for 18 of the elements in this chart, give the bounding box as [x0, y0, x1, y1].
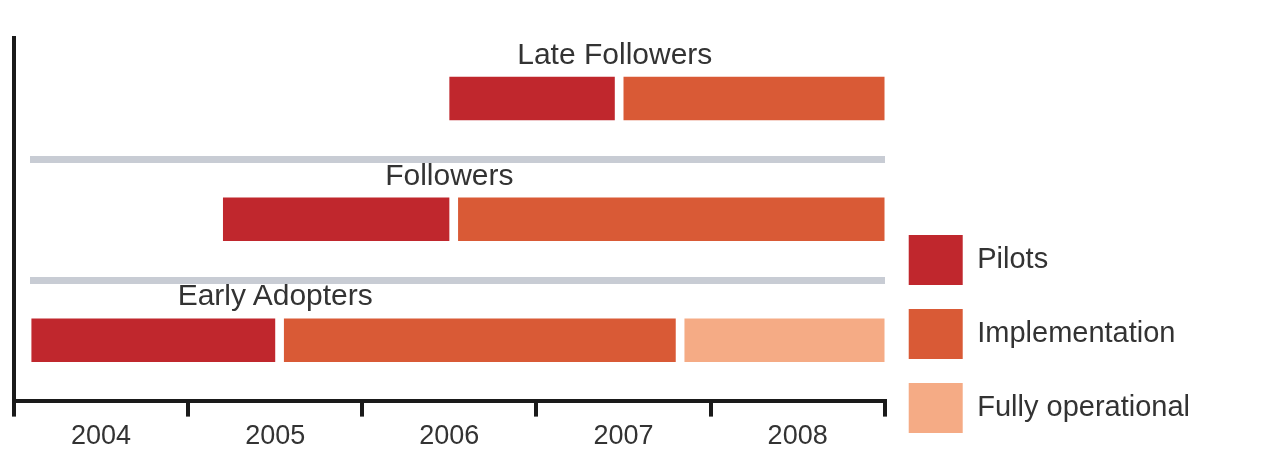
y-tick-label: Late Followers — [517, 36, 713, 70]
x-tick-label: 2008 — [767, 420, 828, 451]
bar — [684, 318, 885, 362]
bar — [458, 197, 885, 242]
x-tick-label: 2007 — [593, 420, 654, 451]
bar — [283, 318, 676, 362]
bar — [31, 318, 276, 362]
bar — [222, 197, 450, 242]
x-tick-label: 2006 — [419, 420, 480, 451]
bar — [449, 76, 615, 121]
x-tick-label: 2005 — [245, 420, 306, 451]
y-tick-label: Early Adopters — [177, 278, 373, 312]
legend-label: Pilots — [977, 242, 1049, 274]
bar — [623, 76, 885, 121]
x-tick-label: 2004 — [71, 420, 132, 451]
legend-label: Implementation — [977, 316, 1176, 348]
y-tick-label: Followers — [385, 157, 514, 191]
legend-label: Fully operational — [977, 390, 1191, 422]
